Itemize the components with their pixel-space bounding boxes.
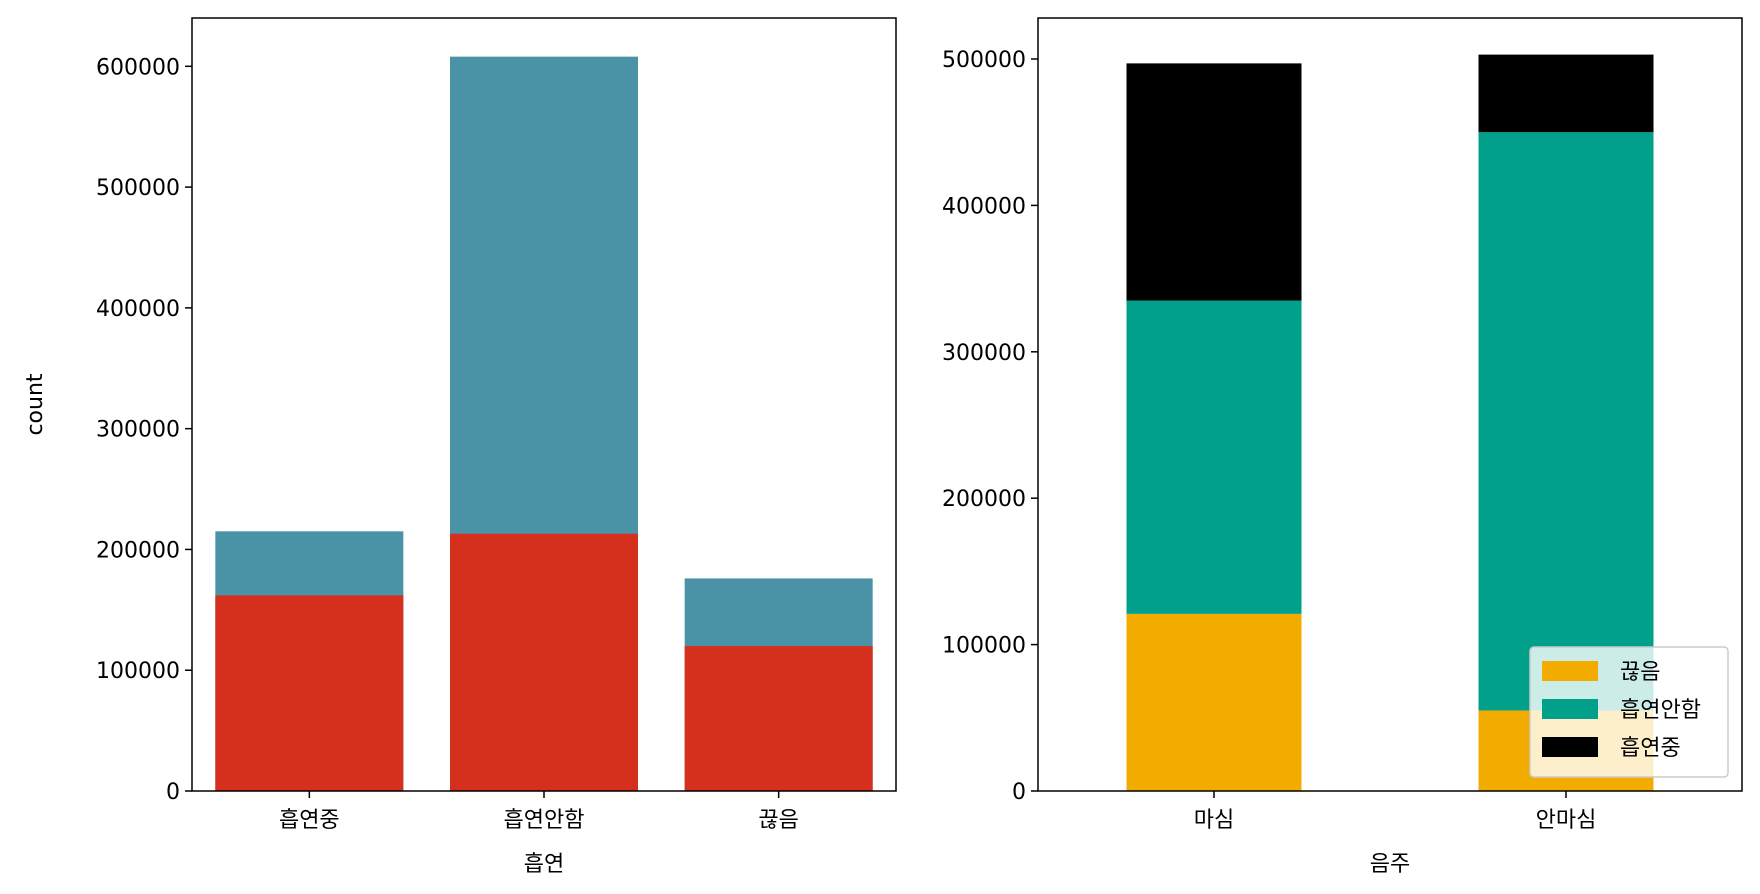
x-axis-label-2: 음주 bbox=[1370, 852, 1410, 877]
y-tick-label-1-4: 400000 bbox=[96, 297, 180, 322]
legend-swatch-1 bbox=[1542, 699, 1598, 719]
bar-1-s1-c0 bbox=[215, 595, 404, 791]
y-tick-label-2-0: 0 bbox=[1012, 780, 1026, 805]
x-tick-label-1-1: 흡연안함 bbox=[504, 808, 585, 833]
x-tick-label-2-1: 안마심 bbox=[1536, 808, 1597, 833]
bar-2-s0-c0 bbox=[1126, 613, 1302, 791]
bar-2-s1-c0 bbox=[1126, 300, 1302, 614]
y-tick-label-2-2: 200000 bbox=[942, 487, 1026, 512]
bar-1-s1-c1 bbox=[450, 533, 638, 791]
y-tick-label-2-1: 100000 bbox=[942, 634, 1026, 659]
legend-label-0: 끊음 bbox=[1620, 660, 1660, 685]
bar-2-s2-c0 bbox=[1126, 63, 1302, 301]
y-tick-label-1-2: 200000 bbox=[96, 538, 180, 563]
plot-frame-2 bbox=[1037, 17, 1743, 792]
bar-1-s1-c2 bbox=[684, 646, 873, 791]
bar-2-s1-c1 bbox=[1478, 132, 1654, 711]
y-tick-label-2-4: 400000 bbox=[942, 194, 1026, 219]
chart-smoking-count: 0 100000 200000 300000 400000 500000 600000 흡연중… bbox=[23, 17, 897, 877]
x-axis-label-1: 흡연 bbox=[524, 852, 564, 877]
y-tick-label-1-6: 600000 bbox=[96, 55, 180, 80]
y-tick-label-1-0: 0 bbox=[166, 780, 180, 805]
legend-label-1: 흡연안함 bbox=[1620, 698, 1701, 723]
y-tick-label-2-3: 300000 bbox=[942, 341, 1026, 366]
y-tick-label-2-5: 500000 bbox=[942, 48, 1026, 73]
legend-label-2: 흡연중 bbox=[1620, 736, 1681, 761]
legend-swatch-2 bbox=[1542, 737, 1598, 757]
y-tick-label-1-3: 300000 bbox=[96, 418, 180, 443]
bar-2-s2-c1 bbox=[1478, 54, 1654, 133]
x-tick-label-1-2: 끊음 bbox=[758, 808, 798, 833]
legend-swatch-0 bbox=[1542, 661, 1598, 681]
x-tick-label-1-0: 흡연중 bbox=[279, 808, 340, 833]
x-tick-label-2-0: 마심 bbox=[1194, 808, 1234, 833]
y-axis-label-1: count bbox=[23, 373, 48, 435]
y-tick-label-1-1: 100000 bbox=[96, 659, 180, 684]
y-tick-label-1-5: 500000 bbox=[96, 176, 180, 201]
